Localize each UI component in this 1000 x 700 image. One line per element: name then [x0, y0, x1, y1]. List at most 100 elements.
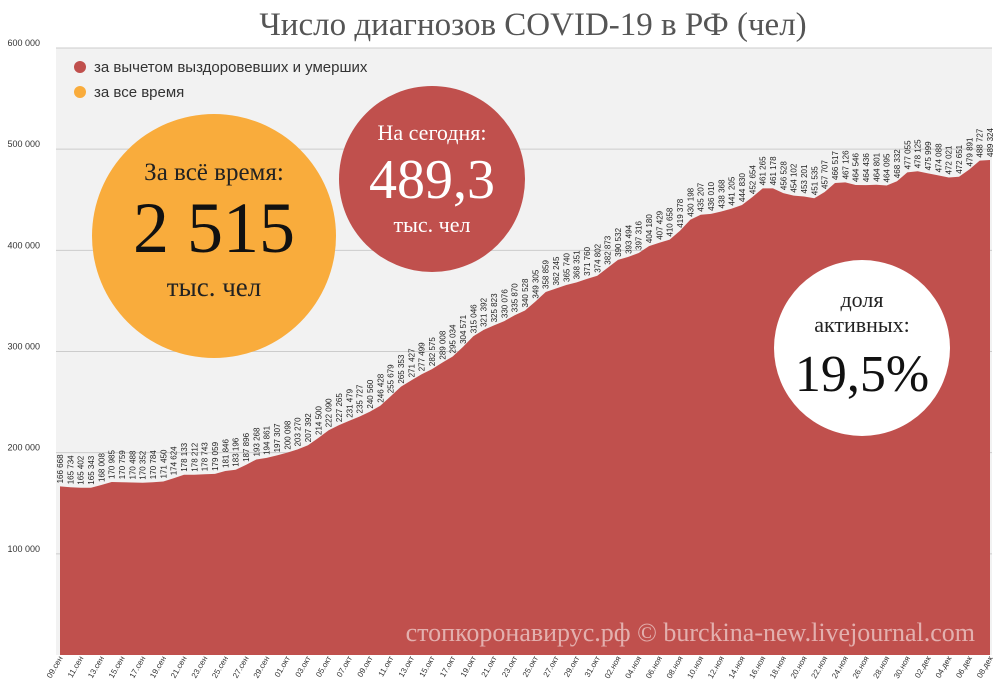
share-callout-circle [774, 260, 950, 436]
data-label: 404 180 [645, 214, 654, 243]
data-label: 457 707 [821, 160, 830, 189]
data-label: 467 126 [841, 150, 850, 179]
data-label: 468 332 [893, 149, 902, 178]
x-tick-label: 15.окт [418, 654, 437, 679]
data-label: 477 055 [903, 140, 912, 169]
data-label: 456 528 [779, 161, 788, 190]
x-tick-label: 12.ноя [706, 655, 726, 681]
x-tick-label: 28.ноя [871, 655, 891, 681]
data-label: 170 352 [139, 450, 148, 479]
x-tick-label: 25.окт [521, 654, 540, 679]
data-label: 194 861 [263, 425, 272, 454]
x-tick-label: 11.сен [66, 655, 85, 680]
data-label: 203 270 [294, 417, 303, 446]
legend-label-total: за все время [94, 84, 184, 101]
data-label: 374 802 [593, 243, 602, 272]
share-callout-value: 19,5% [795, 346, 929, 403]
legend-swatch-total [74, 86, 86, 98]
data-label: 231 479 [345, 388, 354, 417]
data-label: 475 999 [924, 141, 933, 170]
data-label: 472 651 [955, 144, 964, 173]
data-label: 368 351 [573, 250, 582, 279]
data-label: 454 102 [790, 163, 799, 192]
legend-swatch-active [74, 61, 86, 73]
x-tick-label: 15.сен [107, 655, 127, 680]
data-label: 358 859 [542, 260, 551, 289]
x-tick-label: 04.ноя [623, 655, 643, 681]
data-label: 325 823 [490, 293, 499, 322]
today-callout: На сегодня: 489,3 тыс. чел [339, 86, 525, 272]
data-label: 382 873 [604, 235, 613, 264]
data-label: 304 571 [459, 314, 468, 343]
active-cases-area [60, 160, 990, 655]
x-tick-label: 21.окт [480, 654, 499, 679]
y-tick-label: 500 000 [7, 139, 40, 149]
data-label: 419 378 [676, 198, 685, 227]
x-tick-label: 05.окт [314, 654, 333, 679]
x-tick-label: 08.ноя [665, 655, 685, 681]
y-tick-label: 300 000 [7, 342, 40, 352]
data-label: 435 207 [697, 182, 706, 211]
total-callout-unit: тыс. чел [167, 272, 261, 302]
data-label: 166 668 [56, 454, 65, 483]
x-tick-label: 14.ноя [727, 655, 747, 681]
x-tick-label: 18.ноя [768, 655, 788, 681]
legend-label-active: за вычетом выздоровевших и умерших [94, 59, 368, 76]
x-tick-label: 17.окт [438, 654, 457, 679]
x-tick-label: 17.сен [128, 655, 148, 680]
data-label: 207 392 [304, 413, 313, 442]
data-label: 165 402 [77, 455, 86, 484]
data-label: 340 528 [521, 278, 530, 307]
data-label: 187 896 [242, 432, 251, 461]
total-callout-circle [92, 114, 336, 358]
data-label: 183 196 [232, 437, 241, 466]
data-label: 464 546 [852, 153, 861, 182]
data-label: 371 760 [583, 246, 592, 275]
y-tick-label: 600 000 [7, 38, 40, 48]
x-axis-ticks: 09.сен 11.сен 13.сен 15.сен 17.сен 19.сен 21.с… [45, 654, 995, 680]
data-label: 315 046 [469, 304, 478, 333]
data-label: 335 870 [511, 283, 520, 312]
data-label: 282 575 [428, 337, 437, 366]
data-label: 265 353 [397, 354, 406, 383]
data-label: 246 428 [376, 373, 385, 402]
data-label: 271 427 [407, 348, 416, 377]
data-label: 193 268 [252, 427, 261, 456]
data-label: 330 076 [500, 289, 509, 318]
x-tick-label: 26.ноя [851, 655, 871, 681]
x-tick-label: 23.сен [190, 655, 210, 680]
data-label: 222 090 [325, 398, 334, 427]
today-callout-unit: тыс. чел [394, 212, 471, 237]
data-label: 436 010 [707, 181, 716, 210]
total-callout: За всё время: 2 515 тыс. чел [92, 114, 336, 358]
data-label: 170 784 [149, 450, 158, 479]
x-tick-label: 03.окт [294, 654, 313, 679]
data-label: 461 265 [759, 156, 768, 185]
total-callout-value: 2 515 [133, 188, 295, 268]
x-tick-label: 09.окт [356, 654, 375, 679]
data-label: 171 450 [159, 449, 168, 478]
data-label: 452 654 [748, 165, 757, 194]
x-tick-label: 25.сен [210, 655, 230, 680]
x-tick-label: 29.окт [562, 654, 581, 679]
x-tick-label: 13.окт [397, 654, 416, 679]
data-label: 214 500 [314, 406, 323, 435]
total-callout-caption: За всё время: [144, 159, 284, 186]
x-tick-label: 19.окт [459, 654, 478, 679]
data-label: 438 368 [717, 179, 726, 208]
data-label: 441 205 [728, 176, 737, 205]
data-label: 174 624 [170, 446, 179, 475]
today-callout-caption: На сегодня: [378, 120, 487, 145]
data-label: 393 494 [624, 224, 633, 253]
data-label: 472 021 [945, 145, 954, 174]
data-label: 474 088 [934, 143, 943, 172]
data-label: 178 212 [190, 442, 199, 471]
x-tick-label: 22.ноя [809, 655, 829, 681]
x-tick-label: 23.окт [500, 654, 519, 679]
data-label: 349 305 [531, 269, 540, 298]
data-label: 165 734 [66, 455, 75, 484]
y-tick-label: 200 000 [7, 443, 40, 453]
data-label: 178 743 [201, 442, 210, 471]
data-label: 453 201 [800, 164, 809, 193]
